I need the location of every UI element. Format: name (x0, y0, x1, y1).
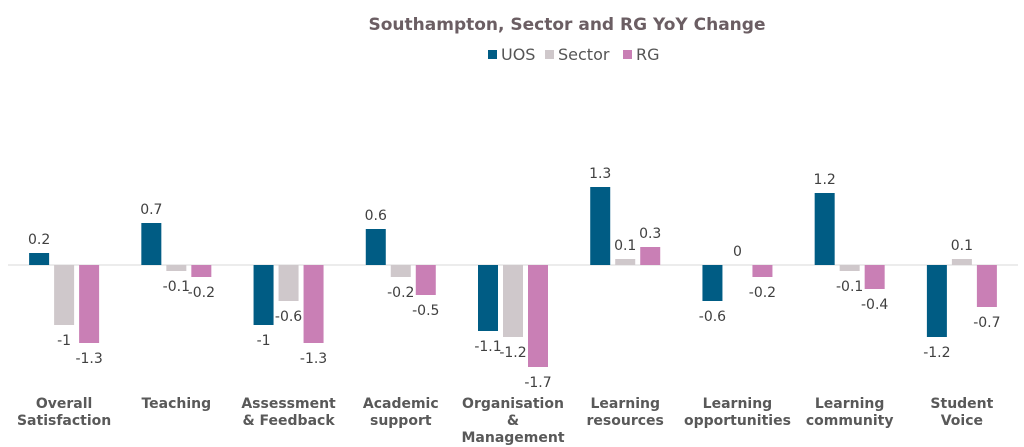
category-label-line: Learning (590, 396, 660, 412)
bar-uos (478, 265, 498, 331)
bar-rg (303, 265, 324, 343)
bar-sector (166, 265, 187, 271)
bar-rg (528, 265, 548, 367)
bar-uos (141, 223, 162, 265)
category-label: Organisation & Management (461, 396, 564, 446)
bar-uos (365, 229, 386, 265)
value-label-sector: -0.6 (275, 309, 302, 325)
category-label: Overall Satisfaction (17, 396, 111, 429)
bar-uos (926, 265, 947, 337)
value-label-sector: -0.1 (163, 279, 190, 295)
value-label-uos: 1.2 (814, 172, 836, 188)
value-label-uos: 0.6 (365, 208, 387, 224)
bar-sector (54, 265, 75, 325)
value-label-uos: -0.6 (699, 309, 726, 325)
bars (29, 187, 997, 367)
category-label-line: Management (461, 430, 564, 446)
legend-item-rg: RG (623, 45, 660, 64)
bar-uos (29, 253, 50, 265)
legend-label: UOS (501, 45, 535, 64)
category-label-line: Learning (703, 396, 773, 412)
category-label: Teaching (141, 396, 211, 412)
value-label-rg: -1.3 (75, 351, 102, 367)
category-label-line: community (806, 413, 894, 429)
value-label-rg: -1.7 (524, 375, 551, 391)
value-label-uos: 1.3 (589, 166, 611, 182)
chart-title: Southampton, Sector and RG YoY Change (369, 15, 766, 35)
category-label: Learning opportunities (684, 396, 791, 429)
legend-swatch (623, 50, 632, 59)
value-label-uos: -1.1 (474, 339, 501, 355)
category-label-line: opportunities (684, 413, 791, 429)
category-label: Assessment & Feedback (241, 396, 336, 429)
category-labels: Overall Satisfaction Teaching Assessment & F… (17, 396, 994, 446)
category-label-line: Satisfaction (17, 413, 111, 429)
category-label-line: resources (587, 413, 664, 429)
value-labels: 0.2-1-1.30.7-0.1-0.2-1-0.6-1.30.6-0.2-0.… (28, 166, 1001, 391)
category-label-line: support (370, 413, 432, 429)
category-label-line: & (507, 413, 519, 429)
category-label-line: Student (930, 396, 993, 412)
bar-sector (278, 265, 299, 301)
bar-sector (390, 265, 411, 277)
bar-rg (415, 265, 436, 295)
category-label-line: Overall (36, 396, 92, 412)
bar-rg (191, 265, 212, 277)
category-label-line: Voice (941, 413, 983, 429)
value-label-sector: -1.2 (499, 345, 526, 361)
value-label-rg: -0.4 (861, 297, 888, 313)
value-label-rg: -0.2 (188, 285, 215, 301)
legend-swatch (545, 50, 554, 59)
value-label-rg: -0.5 (412, 303, 439, 319)
category-label: Student Voice (930, 396, 993, 429)
bar-rg (752, 265, 773, 277)
bar-sector (503, 265, 523, 337)
value-label-sector: 0.1 (614, 238, 636, 254)
value-label-uos: 0.7 (140, 202, 162, 218)
bar-sector (615, 259, 636, 265)
value-label-uos: -1.2 (923, 345, 950, 361)
legend-item-uos: UOS (488, 45, 535, 64)
bar-rg (79, 265, 100, 343)
bar-rg (864, 265, 885, 289)
category-label: Academic support (363, 396, 439, 429)
bar-rg (976, 265, 997, 307)
category-label-line: Academic (363, 396, 439, 412)
value-label-uos: 0.2 (28, 232, 50, 248)
bar-sector (839, 265, 860, 271)
category-label-line: Organisation (462, 396, 564, 412)
legend-swatch (488, 50, 497, 59)
legend-label: RG (636, 45, 660, 64)
category-label: Learning resources (587, 396, 664, 429)
category-label-line: Learning (815, 396, 885, 412)
bar-uos (702, 265, 723, 301)
category-label: Learning community (806, 396, 894, 429)
value-label-sector: -0.1 (836, 279, 863, 295)
bar-sector (951, 259, 972, 265)
value-label-uos: -1 (257, 333, 271, 349)
value-label-rg: -0.7 (973, 315, 1000, 331)
value-label-sector: 0.1 (951, 238, 973, 254)
category-label-line: Assessment (241, 396, 336, 412)
category-label-line: & Feedback (242, 413, 335, 429)
value-label-sector: -0.2 (387, 285, 414, 301)
value-label-sector: 0 (733, 244, 742, 260)
value-label-rg: -1.3 (300, 351, 327, 367)
bar-uos (590, 187, 611, 265)
bar-rg (640, 247, 661, 265)
legend-label: Sector (558, 45, 610, 64)
bar-uos (814, 193, 835, 265)
value-label-rg: 0.3 (639, 226, 661, 242)
value-label-sector: -1 (57, 333, 71, 349)
legend-item-sector: Sector (545, 45, 610, 64)
category-label-line: Teaching (141, 396, 211, 412)
value-label-rg: -0.2 (749, 285, 776, 301)
legend: UOS Sector RG (488, 45, 660, 64)
bar-uos (253, 265, 274, 325)
